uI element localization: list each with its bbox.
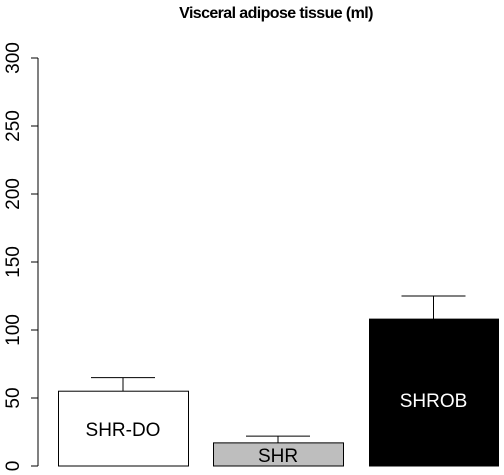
error-bars xyxy=(91,295,466,443)
y-tick-label: 250 xyxy=(3,110,24,142)
bar-label-shr: SHR xyxy=(258,446,298,467)
bar-shr xyxy=(213,442,344,467)
bar-labels: SHR-DO SHR SHROB xyxy=(86,391,468,467)
y-tick-label: 300 xyxy=(3,42,24,74)
bar-label-shr-do: SHR-DO xyxy=(86,420,161,441)
y-axis: 0 50 100 150 200 250 300 xyxy=(3,42,39,472)
y-tick-label: 100 xyxy=(3,314,24,346)
bars xyxy=(58,318,499,467)
bar-shrob xyxy=(369,318,499,467)
chart-title: Visceral adipose tissue (ml) xyxy=(179,5,373,22)
y-tick-label: 200 xyxy=(3,178,24,210)
y-tick-label: 150 xyxy=(3,246,24,278)
bar-label-shrob: SHROB xyxy=(400,391,468,412)
y-tick-label: 0 xyxy=(3,461,24,472)
bar-shr-do xyxy=(58,390,189,467)
y-tick-label: 50 xyxy=(3,387,24,408)
